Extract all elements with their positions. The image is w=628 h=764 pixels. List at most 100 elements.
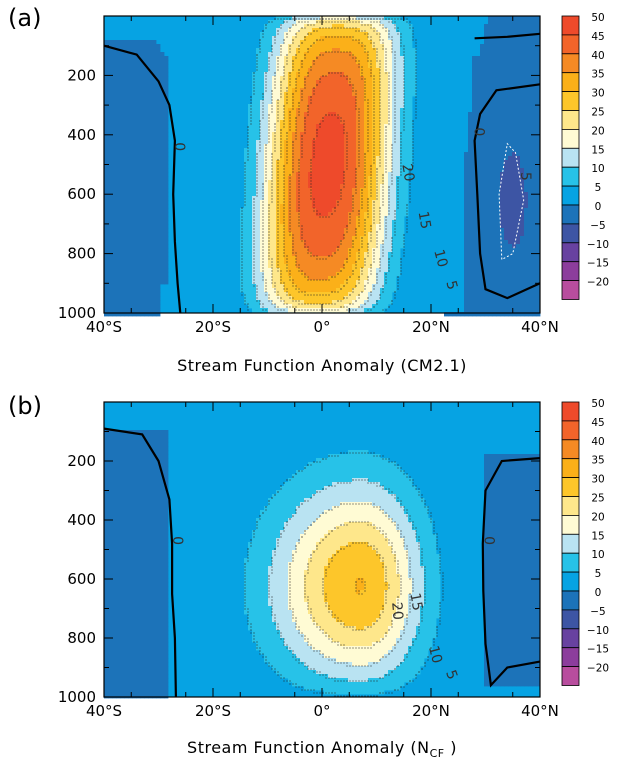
field-cell [120, 84, 125, 89]
field-cell [488, 132, 493, 137]
field-cell [388, 84, 393, 89]
field-cell [488, 84, 493, 89]
field-cell [468, 248, 473, 253]
field-cell [392, 184, 397, 189]
field-cell [364, 108, 369, 113]
field-cell [120, 272, 125, 277]
field-cell [380, 80, 385, 85]
field-cell [256, 308, 261, 313]
field-cell [372, 268, 377, 273]
field-cell [484, 144, 489, 149]
field-cell [376, 204, 381, 209]
field-cell [484, 228, 489, 233]
field-cell [288, 280, 293, 285]
field-cell [392, 16, 397, 21]
field-cell [344, 176, 349, 181]
field-cell [356, 156, 361, 161]
field-cell [160, 196, 165, 201]
field-cell [380, 196, 385, 201]
field-cell [476, 128, 481, 133]
field-cell [108, 84, 113, 89]
field-cell [344, 20, 349, 25]
field-cell [396, 264, 401, 269]
field-cell [388, 248, 393, 253]
field-cell [156, 248, 161, 253]
field-cell [512, 80, 517, 85]
field-cell [132, 56, 137, 61]
field-cell [124, 220, 129, 225]
field-cell [492, 300, 497, 305]
field-cell [360, 212, 365, 217]
field-cell [292, 280, 297, 285]
field-cell [376, 180, 381, 185]
field-cell [280, 180, 285, 185]
field-cell [332, 148, 337, 153]
field-cell [156, 60, 161, 65]
field-cell [360, 300, 365, 305]
field-cell [380, 188, 385, 193]
field-cell [400, 112, 405, 117]
field-cell [300, 260, 305, 265]
field-cell [300, 284, 305, 289]
field-cell [244, 236, 249, 241]
field-cell [488, 268, 493, 273]
field-cell [112, 140, 117, 145]
field-cell [140, 92, 145, 97]
field-cell [340, 212, 345, 217]
field-cell [112, 116, 117, 121]
field-cell [260, 192, 265, 197]
field-cell [388, 212, 393, 217]
field-cell [144, 48, 149, 53]
field-cell [320, 276, 325, 281]
field-cell [360, 164, 365, 169]
field-cell [360, 264, 365, 269]
field-cell [308, 244, 313, 249]
field-cell [144, 88, 149, 93]
field-cell [380, 184, 385, 189]
field-cell [120, 44, 125, 49]
field-cell [504, 80, 509, 85]
field-cell [516, 60, 521, 65]
field-cell [308, 256, 313, 261]
field-cell [364, 36, 369, 41]
field-cell [316, 244, 321, 249]
field-cell [104, 296, 109, 301]
field-cell [380, 216, 385, 221]
field-cell [476, 296, 481, 301]
field-cell [300, 164, 305, 169]
field-cell [344, 240, 349, 245]
field-cell [376, 36, 381, 41]
field-cell [144, 108, 149, 113]
field-cell [248, 244, 253, 249]
field-cell [364, 116, 369, 121]
field-cell [480, 220, 485, 225]
field-cell [492, 180, 497, 185]
field-cell [384, 136, 389, 141]
field-cell [104, 312, 109, 317]
field-cell [320, 52, 325, 57]
field-cell [280, 28, 285, 33]
field-cell [276, 180, 281, 185]
field-cell [332, 60, 337, 65]
field-cell [252, 192, 257, 197]
field-cell [400, 204, 405, 209]
field-cell [160, 128, 165, 133]
field-cell [496, 20, 501, 25]
field-cell [492, 44, 497, 49]
field-cell [112, 252, 117, 257]
field-cell [472, 108, 477, 113]
field-cell [308, 268, 313, 273]
field-cell [244, 180, 249, 185]
field-cell [304, 136, 309, 141]
field-cell [348, 36, 353, 41]
field-cell [380, 236, 385, 241]
field-cell [304, 232, 309, 237]
field-cell [472, 60, 477, 65]
field-cell [384, 204, 389, 209]
field-cell [316, 128, 321, 133]
field-cell [408, 112, 413, 117]
field-cell [284, 64, 289, 69]
field-cell [288, 68, 293, 73]
field-cell [256, 128, 261, 133]
field-cell [316, 168, 321, 173]
